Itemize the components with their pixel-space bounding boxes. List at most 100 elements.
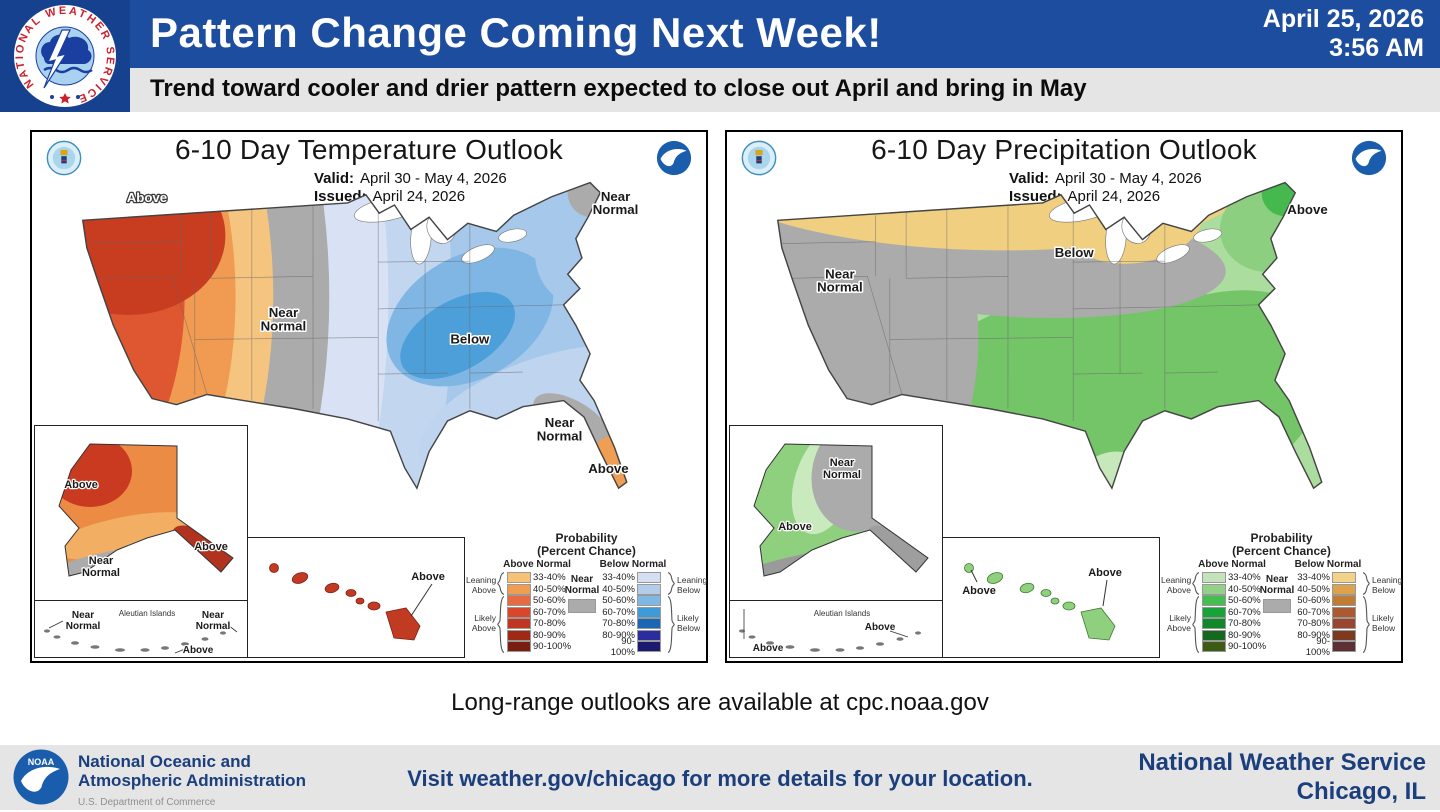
legend-color-swatch <box>1332 618 1356 630</box>
legend-row: 70-80% <box>1202 618 1268 630</box>
temp-hi-label: Above <box>411 571 445 583</box>
precip-aleut-left: Above <box>753 643 784 654</box>
precip-aleutians-inset: Aleutian Islands Above Above <box>729 600 943 658</box>
valid-value: April 30 - May 4, 2026 <box>360 170 507 187</box>
temp-aleut-right-2: Normal <box>196 621 231 632</box>
legend-below-header: Below Normal <box>599 559 667 570</box>
legend-near-normal: Near Normal <box>564 574 600 616</box>
precipitation-outlook-panel: 6-10 Day Precipitation Outlook Valid: Apr… <box>725 130 1403 663</box>
issued-value: April 24, 2026 <box>372 188 466 205</box>
nws-logo-icon: NATIONAL WEATHER SERVICE <box>14 5 116 107</box>
temp-ak-label-s1: Near <box>89 555 114 567</box>
noaa-footer-logo-icon: NOAA <box>13 749 69 805</box>
legend-range-label: 70-80% <box>1297 618 1330 630</box>
legend-color-swatch <box>637 595 661 607</box>
legend-row: 40-50% <box>597 583 661 596</box>
header-date: April 25, 2026 <box>1262 5 1424 33</box>
legend-above-rows: 33-40% 40-50% 50-60% 60-70% 70-80% 80-90% 90-1… <box>1202 572 1268 653</box>
legend-leaning-below: Leaning Below <box>1372 575 1403 595</box>
legend-range-label: 90-100% <box>1228 641 1267 653</box>
legend-color-swatch <box>637 583 661 595</box>
legend-range-label: 70-80% <box>1228 618 1261 630</box>
subtitle-bar <box>0 68 1440 112</box>
precip-ak-label-ne2: Normal <box>823 469 861 481</box>
legend-row: 80-90% <box>1202 629 1268 642</box>
legend-brace-icon <box>497 571 505 596</box>
legend-below-rows: 33-40% 40-50% 50-60% 60-70% 70-80% 80-90% 90-1… <box>597 572 661 658</box>
legend-range-label: 60-70% <box>533 606 566 618</box>
legend-range-label: 60-70% <box>1297 606 1330 618</box>
legend-brace-icon <box>1362 595 1370 654</box>
legend-near-normal: Near Normal <box>1259 574 1295 616</box>
agency-line-2: Atmospheric Administration <box>78 771 306 790</box>
legend-below-rows: 33-40% 40-50% 50-60% 60-70% 70-80% 80-90% 90-1… <box>1292 572 1356 658</box>
legend-below-header: Below Normal <box>1294 559 1362 570</box>
legend-range-label: 70-80% <box>533 618 566 630</box>
temp-label-maine-2: Normal <box>593 202 639 217</box>
issued-value: April 24, 2026 <box>1067 188 1161 205</box>
legend-color-swatch <box>1202 641 1226 653</box>
precip-map-title: 6-10 Day Precipitation Outlook <box>871 134 1257 165</box>
temp-label-plains-1: Near <box>269 305 298 320</box>
office-line-1: National Weather Service <box>1138 749 1426 776</box>
legend-title: Probability (Percent Chance) <box>1232 531 1331 558</box>
page-title: Pattern Change Coming Next Week! <box>150 9 882 56</box>
footer-office: National Weather Service Chicago, IL <box>1138 748 1426 806</box>
valid-label: Valid: <box>1009 170 1050 187</box>
legend-range-label: 90-100% <box>533 641 572 653</box>
legend-color-swatch <box>507 629 531 641</box>
legend-range-label: 70-80% <box>602 618 635 630</box>
legend-range-label: 80-90% <box>602 629 635 641</box>
legend-row: 50-60% <box>507 595 573 607</box>
legend-row: 40-50% <box>1202 583 1268 596</box>
precip-map-meta: Valid: April 30 - May 4, 2026 Issued: Apri… <box>1009 170 1202 206</box>
legend-brace-icon <box>497 595 505 654</box>
precip-aleut-right: Above <box>865 622 896 633</box>
legend-color-swatch <box>507 572 531 584</box>
temp-label-ohio: Below <box>450 332 490 347</box>
temp-aleut-right-1: Near <box>202 610 224 621</box>
temp-label-nfl-1: Near <box>545 415 574 430</box>
legend-color-swatch <box>1202 595 1226 607</box>
legend-title: Probability (Percent Chance) <box>537 531 636 558</box>
legend-color-swatch <box>1202 606 1226 618</box>
footer-agency: National Oceanic and Atmospheric Adminis… <box>78 752 306 812</box>
footer-dept: U.S. Department of Commerce <box>78 797 216 808</box>
legend-range-label: 50-60% <box>602 595 635 607</box>
legend-color-swatch <box>1332 583 1356 595</box>
legend-color-swatch <box>1202 572 1226 584</box>
legend-range-label: 90-100% <box>610 635 635 658</box>
legend-row: 33-40% <box>597 572 661 584</box>
legend-range-label: 90-100% <box>1305 635 1330 658</box>
legend-brace-icon <box>1192 571 1200 596</box>
legend-range-label: 40-50% <box>602 583 635 595</box>
precip-aleut-title: Aleutian Islands <box>814 609 870 618</box>
temp-legend: Probability (Percent Chance) Above Norma… <box>465 532 708 660</box>
noaa-footer-acronym: NOAA <box>28 757 55 767</box>
precip-legend: Probability (Percent Chance) Above Norma… <box>1160 532 1403 660</box>
legend-color-swatch <box>1332 641 1356 653</box>
legend-row: 60-70% <box>1292 606 1356 619</box>
legend-color-swatch <box>637 572 661 584</box>
legend-row: 90-100% <box>1202 641 1268 653</box>
precip-label-north: Below <box>1055 245 1095 260</box>
legend-range-label: 80-90% <box>1297 629 1330 641</box>
legend-color-swatch <box>637 618 661 630</box>
legend-range-label: 40-50% <box>1228 583 1261 595</box>
legend-row: 40-50% <box>507 583 573 596</box>
legend-range-label: 60-70% <box>602 606 635 618</box>
legend-row: 80-90% <box>507 629 573 642</box>
legend-likely-below: Likely Below <box>677 613 701 633</box>
precip-alaska-inset: Near Normal Above <box>729 425 943 602</box>
legend-range-label: 40-50% <box>1297 583 1330 595</box>
legend-row: 80-90% <box>1292 629 1356 642</box>
legend-brace-icon <box>667 571 675 596</box>
legend-color-swatch <box>637 606 661 618</box>
legend-row: 33-40% <box>1292 572 1356 584</box>
legend-color-swatch <box>507 606 531 618</box>
precip-conus-map: Near Normal Below Above <box>737 164 1389 572</box>
temp-ak-label-s2: Normal <box>82 567 120 579</box>
legend-color-swatch <box>1332 572 1356 584</box>
precip-label-west-1: Near <box>825 266 854 281</box>
temp-map-title: 6-10 Day Temperature Outlook <box>175 134 563 165</box>
